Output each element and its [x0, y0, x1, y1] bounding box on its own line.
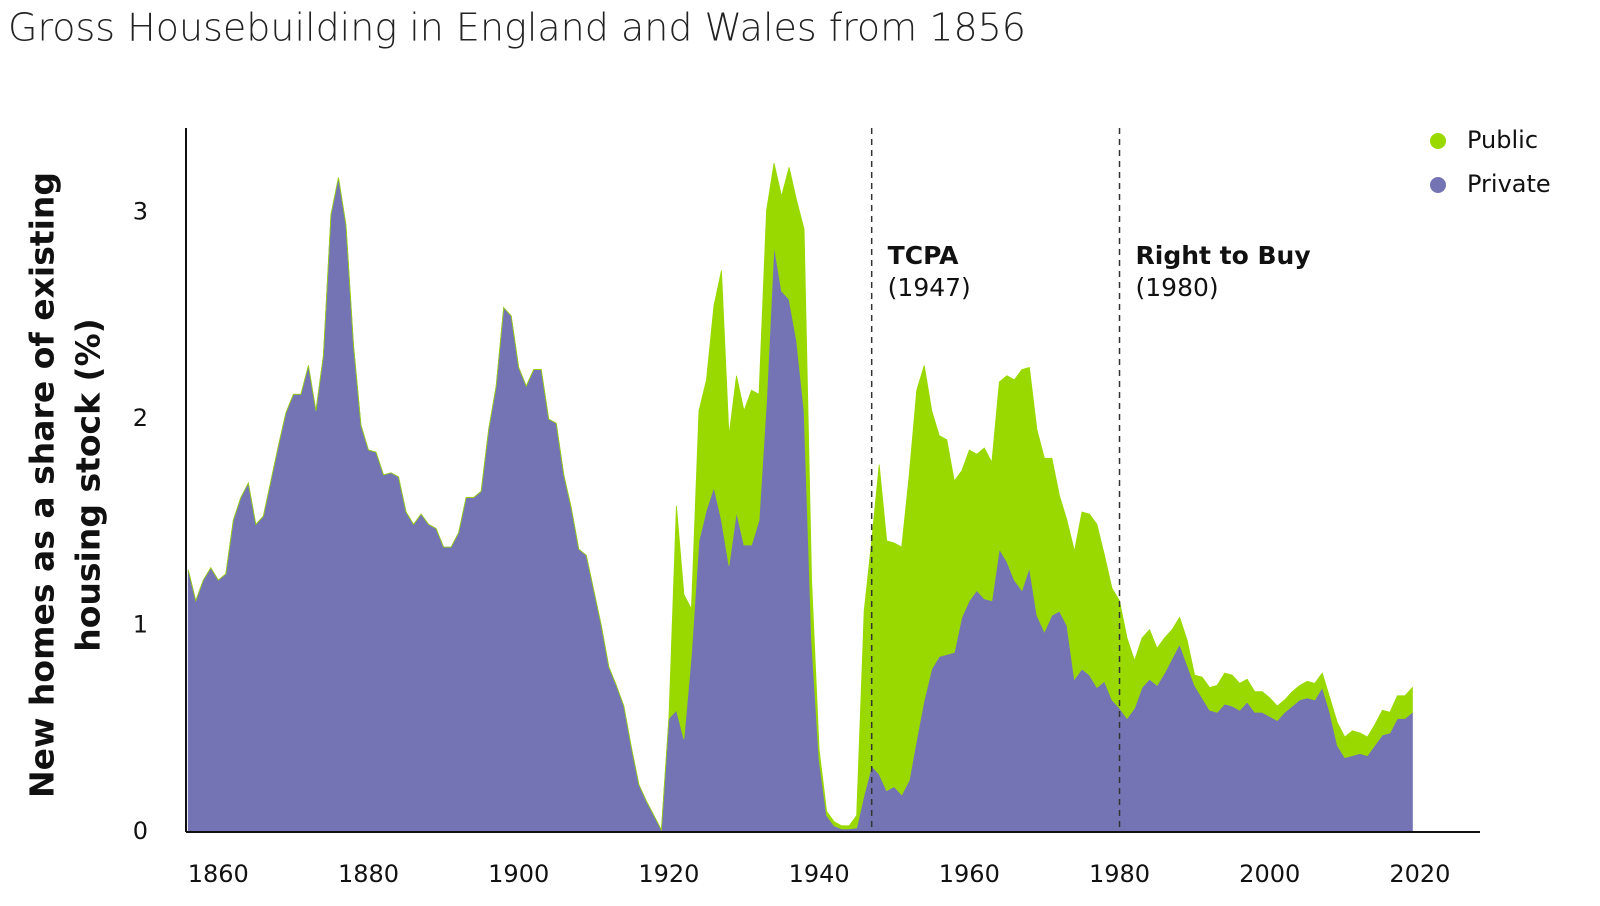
legend-swatch [1430, 133, 1446, 149]
legend-label: Private [1467, 170, 1551, 198]
annotation-label: TCPA [888, 241, 959, 270]
x-tick-label: 1980 [1089, 860, 1150, 888]
x-tick-label: 1940 [789, 860, 850, 888]
x-tick-label: 2020 [1389, 860, 1450, 888]
area [187, 163, 1413, 832]
x-tick-label: 1900 [488, 860, 549, 888]
annotation-sublabel: (1980) [1136, 273, 1219, 302]
x-tick-label: 1880 [338, 860, 399, 888]
x-tick-label: 1920 [638, 860, 699, 888]
x-tick-label: 1960 [939, 860, 1000, 888]
annotation-sublabel: (1947) [888, 273, 971, 302]
y-tick-label: 3 [133, 198, 148, 226]
x-tick-label: 2000 [1239, 860, 1300, 888]
x-tick-label: 1860 [188, 860, 249, 888]
y-axis-label-line: New homes as a share of existing [23, 172, 62, 798]
y-tick-label: 2 [133, 404, 148, 432]
legend-label: Public [1467, 126, 1538, 154]
y-tick-label: 0 [133, 817, 148, 845]
y-tick-label: 1 [133, 611, 148, 639]
legend-swatch [1430, 177, 1446, 193]
annotation-label: Right to Buy [1136, 241, 1311, 270]
chart-title: Gross Housebuilding in England and Wales… [8, 6, 1026, 50]
y-axis-label-line: housing stock (%) [69, 318, 108, 652]
y-axis-label: New homes as a share of existing housing… [23, 172, 108, 798]
